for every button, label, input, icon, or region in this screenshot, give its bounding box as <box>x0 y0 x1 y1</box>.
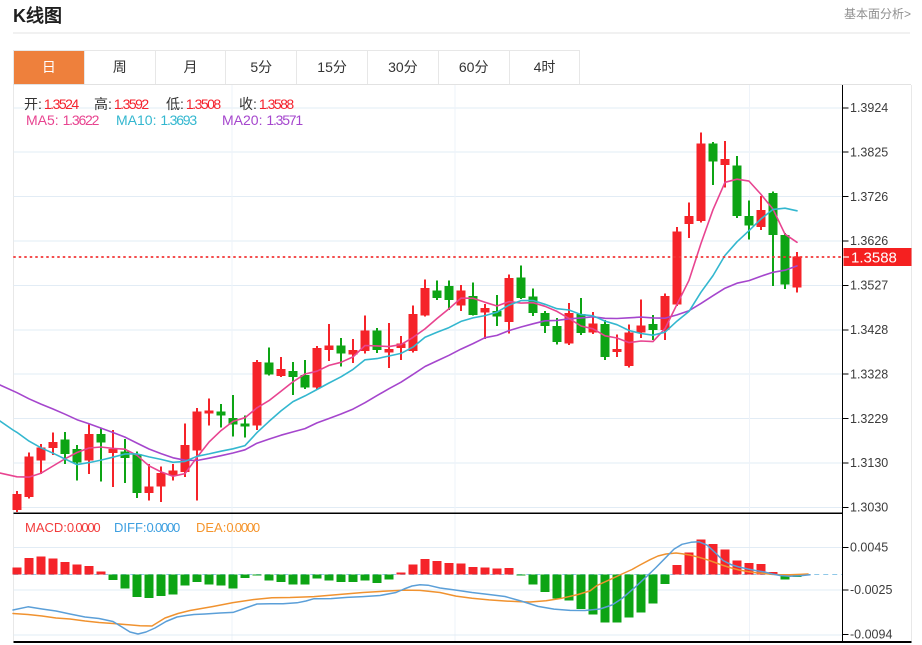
svg-text:1.3229: 1.3229 <box>850 412 888 426</box>
svg-text:1.3726: 1.3726 <box>850 190 888 204</box>
svg-text:1.3428: 1.3428 <box>850 323 888 337</box>
svg-text:1.3527: 1.3527 <box>850 279 888 293</box>
svg-text:1.3588: 1.3588 <box>851 250 897 267</box>
svg-text:1.3626: 1.3626 <box>850 234 888 248</box>
svg-text:1.3030: 1.3030 <box>850 501 888 515</box>
svg-text:1.3825: 1.3825 <box>850 145 888 159</box>
svg-text:1.3924: 1.3924 <box>850 101 888 115</box>
svg-text:1.3328: 1.3328 <box>850 367 888 381</box>
svg-text:0.0045: 0.0045 <box>850 541 888 555</box>
svg-text:-0.0094: -0.0094 <box>850 628 892 642</box>
svg-text:1.3130: 1.3130 <box>850 456 888 470</box>
svg-text:-0.0025: -0.0025 <box>850 583 892 597</box>
